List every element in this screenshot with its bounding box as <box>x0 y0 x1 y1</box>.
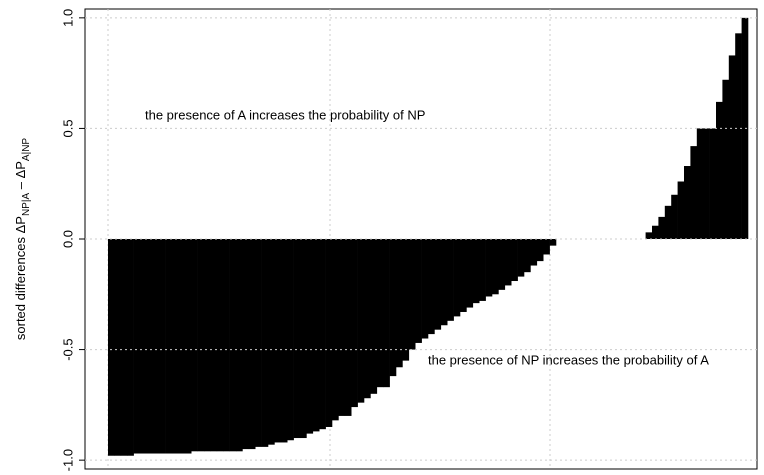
y-axis-label: sorted differences ΔPNP|A – ΔPA|NP <box>13 138 31 341</box>
bar <box>428 239 435 335</box>
bar <box>511 239 518 282</box>
bar <box>204 239 211 452</box>
bar <box>280 239 288 443</box>
bar <box>652 225 659 239</box>
bar <box>261 239 269 447</box>
y-label-sub: A|NP <box>21 138 32 161</box>
bar <box>664 205 672 239</box>
bar <box>376 239 384 388</box>
bar <box>242 239 250 450</box>
bar <box>293 239 301 439</box>
bar <box>140 239 147 454</box>
bar <box>344 239 352 416</box>
bar <box>466 239 474 308</box>
bar <box>274 239 282 443</box>
y-tick-label: -0.5 <box>60 338 75 360</box>
bar <box>351 239 358 408</box>
y-tick-label: 0.0 <box>60 230 75 248</box>
y-label-sub: NP|A <box>21 193 32 216</box>
bar <box>108 239 115 456</box>
bar <box>472 239 480 304</box>
bar <box>172 239 179 454</box>
bar <box>658 216 666 239</box>
bar <box>396 239 403 368</box>
bar <box>735 33 742 240</box>
bar <box>229 239 237 452</box>
bar <box>306 239 314 434</box>
bar <box>671 194 678 239</box>
y-tick-label: 0.5 <box>60 119 75 137</box>
bar <box>434 239 442 330</box>
bar <box>114 239 122 456</box>
bar <box>165 239 173 454</box>
bar <box>184 239 192 454</box>
bar <box>517 239 525 277</box>
bar <box>389 239 397 377</box>
bar <box>703 128 710 239</box>
y-tick-label: -1.0 <box>60 449 75 471</box>
bar <box>447 239 454 321</box>
bar <box>152 239 160 454</box>
bar <box>248 239 256 450</box>
bar <box>338 239 346 416</box>
bar <box>127 239 134 456</box>
bar <box>741 17 749 239</box>
bar <box>159 239 166 454</box>
bar <box>191 239 198 452</box>
bar <box>498 239 506 290</box>
y-label-part: sorted differences ΔP <box>13 216 28 340</box>
bar <box>690 146 698 239</box>
bar <box>178 239 186 454</box>
bar <box>268 239 275 445</box>
bar <box>197 239 205 452</box>
bar <box>504 239 512 286</box>
bar <box>402 239 410 361</box>
bar <box>210 239 218 452</box>
bar <box>300 239 307 439</box>
bar <box>325 239 333 427</box>
bar <box>415 239 422 343</box>
bar <box>287 239 294 441</box>
y-label-part: – ΔP <box>13 161 28 193</box>
annotation: the presence of A increases the probabil… <box>145 107 425 122</box>
bar <box>485 239 493 297</box>
bar <box>236 239 243 452</box>
bar <box>479 239 486 301</box>
bar <box>146 239 154 454</box>
bar <box>255 239 262 447</box>
bar <box>364 239 371 399</box>
annotation: the presence of NP increases the probabi… <box>428 352 709 367</box>
bar <box>383 239 390 388</box>
bar <box>120 239 128 456</box>
bar <box>357 239 365 403</box>
bar <box>421 239 429 339</box>
bar <box>319 239 326 430</box>
bar <box>709 128 717 239</box>
bar <box>543 239 550 255</box>
bar <box>332 239 339 421</box>
bar <box>728 55 736 239</box>
bar <box>133 239 141 454</box>
bar <box>408 239 416 350</box>
bar <box>440 239 448 326</box>
bar <box>492 239 499 295</box>
bar <box>536 239 544 262</box>
bar <box>524 239 531 273</box>
bar <box>530 239 538 266</box>
bar <box>223 239 230 452</box>
y-tick-label: 1.0 <box>60 9 75 27</box>
bar <box>549 239 557 246</box>
bar <box>460 239 467 312</box>
bar <box>677 181 685 239</box>
bar <box>312 239 320 432</box>
bar <box>716 101 723 239</box>
bar <box>684 166 691 239</box>
bar <box>696 128 704 239</box>
bar <box>216 239 224 452</box>
bar <box>645 232 653 239</box>
bar <box>722 79 730 240</box>
bar <box>453 239 461 317</box>
bar <box>370 239 378 394</box>
